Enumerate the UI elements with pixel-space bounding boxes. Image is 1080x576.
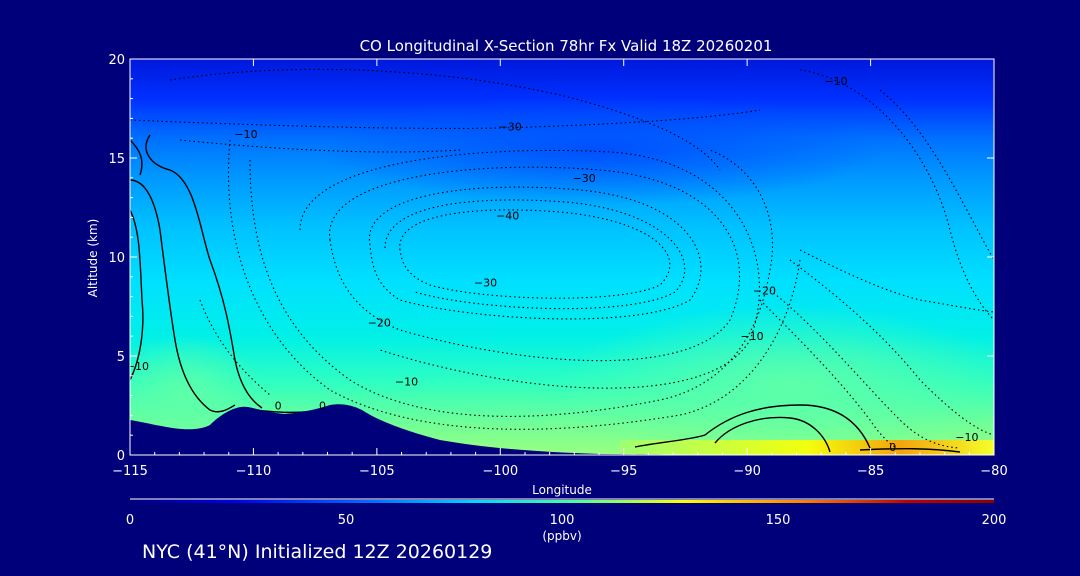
x-tick-label: −90 — [733, 464, 760, 479]
contour-neg30 — [368, 186, 702, 320]
x-axis-label: Longitude — [532, 483, 592, 497]
x-tick-label: −115 — [112, 464, 148, 479]
co-surface-hotspot — [620, 440, 994, 455]
contour-label: −30 — [499, 120, 522, 133]
colorbar-tick-label: 150 — [766, 513, 791, 528]
contour-zero-east-tail — [859, 448, 961, 453]
contour-neg20b — [299, 149, 760, 389]
contour-neg40 — [399, 209, 671, 299]
contour-label: −30 — [573, 172, 596, 185]
x-tick-label: −100 — [482, 464, 518, 479]
colorbar-tick-label: 200 — [982, 513, 1007, 528]
contour-upper-2 — [179, 139, 461, 153]
contour-neg10b — [227, 139, 801, 430]
colorbar-tick-label: 100 — [550, 513, 575, 528]
contour-label: −10 — [824, 75, 847, 88]
contour-zero-left-c — [130, 139, 143, 176]
contour-label: −40 — [496, 209, 519, 222]
contour-neg10-east — [789, 259, 994, 436]
contour-label: −10 — [740, 330, 763, 343]
contour-label: −10 — [955, 431, 978, 444]
contours-solid — [130, 134, 961, 453]
colorbar-tick-label: 0 — [126, 513, 134, 528]
contour-label: 0 — [319, 400, 326, 413]
contour-label: 0 — [889, 441, 896, 454]
terrain — [130, 404, 994, 455]
x-tick-label: −105 — [359, 464, 395, 479]
y-tick-label: 10 — [108, 251, 125, 266]
x-tick-label: −110 — [236, 464, 272, 479]
y-axis-label: Altitude (km) — [86, 219, 100, 298]
contour-upper-4 — [799, 69, 994, 321]
co-high-blob-east — [560, 305, 994, 455]
contour-neg20 — [329, 166, 740, 362]
contour-zero-left-b — [130, 179, 236, 413]
contour-label: −30 — [474, 277, 497, 290]
x-tick-label: −95 — [610, 464, 637, 479]
contour-label: −20 — [368, 316, 391, 329]
contour-zero-left-a — [145, 134, 263, 409]
contour-label: −10 — [395, 376, 418, 389]
contour-zero-east-outer — [634, 404, 871, 449]
contour-label: −10 — [234, 128, 257, 141]
x-tick-label: −85 — [857, 464, 884, 479]
contours-dotted — [130, 68, 994, 451]
colorbar-ticks: 0 50 100 150 200 — [126, 513, 1007, 528]
contour-zero-east-inner — [714, 416, 831, 453]
colorbar: 0 50 100 150 200 (ppbv) — [126, 498, 1007, 543]
y-tick-label: 0 — [117, 449, 125, 464]
contour-label: 0 — [275, 400, 282, 413]
x-tick-label: −80 — [980, 464, 1007, 479]
y-axis: 0 5 10 15 20 — [108, 53, 994, 464]
contour-label: −20 — [753, 285, 776, 298]
y-tick-label: 15 — [108, 152, 125, 167]
contour-labels: −10 −30 −30 −40 −30 −20 −10 −20 −10 −10 −10 0 0 0 −10 — [126, 75, 979, 454]
footer-init-info: NYC (41°N) Initialized 12Z 20260129 — [142, 541, 493, 563]
co-field — [130, 59, 994, 455]
contour-right-7 — [759, 299, 901, 451]
colorbar-strip — [130, 500, 994, 503]
contour-label: −10 — [126, 360, 149, 373]
y-tick-label: 5 — [117, 350, 125, 365]
contour-upper-5 — [879, 89, 994, 261]
chart-title: CO Longitudinal X-Section 78hr Fx Valid … — [360, 37, 773, 55]
colorbar-tick-label: 50 — [338, 513, 355, 528]
co-low-blob-upper — [320, 95, 880, 205]
x-axis: −115 −110 −105 −100 −95 −90 −85 −80 — [112, 59, 1008, 479]
contour-zero-left-d — [130, 209, 144, 381]
y-tick-label: 20 — [108, 53, 125, 68]
colorbar-units: (ppbv) — [542, 529, 581, 543]
